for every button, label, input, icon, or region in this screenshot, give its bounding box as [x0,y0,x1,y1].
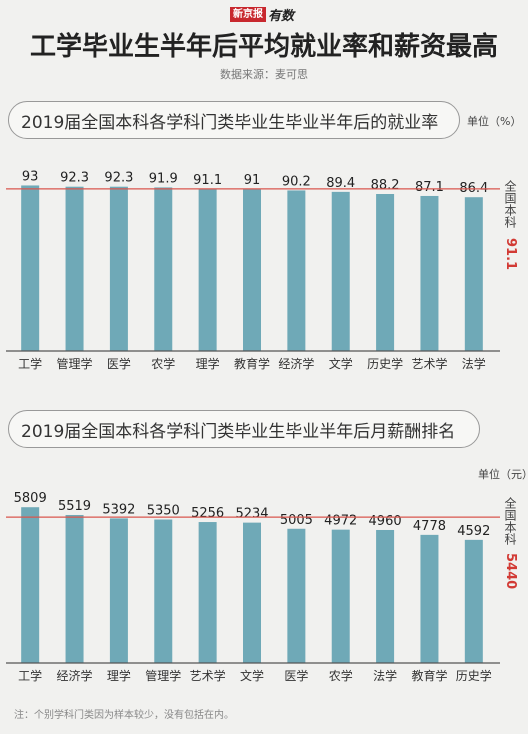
bar-7 [287,190,306,351]
category-label-5: 艺术学 [190,668,226,683]
bar-7 [287,528,306,663]
bar-6 [243,522,261,663]
data-label-5: 91.1 [193,173,222,188]
bar-5 [198,522,217,663]
bar-4 [154,519,173,663]
chart2-title: 2019届全国本科各学科门类毕业生毕业半年后月薪酬排名 [8,410,480,448]
category-label-10: 教育学 [411,668,447,683]
data-label-7: 90.2 [282,174,311,189]
category-label-4: 管理学 [145,668,181,683]
data-label-6: 5234 [235,507,268,522]
bar-10 [420,195,439,351]
category-label-2: 经济学 [57,668,93,683]
data-label-2: 5519 [58,499,91,514]
category-label-11: 法学 [462,356,486,371]
bar-4 [154,187,173,351]
category-label-3: 理学 [107,668,131,683]
data-label-5: 5256 [191,506,224,521]
data-label-7: 5005 [280,513,313,528]
chart2-ref-label: 全国本科 [503,497,517,545]
data-label-8: 4972 [324,514,357,529]
brand-logo: 新京报 有数 [230,6,295,24]
chart2-svg: 5809 工学 5519 经济学 5392 理学 5350 管理学 5256 艺术学 5234 文学 5… [6,491,500,683]
category-label-11: 历史学 [456,668,492,683]
bar-3 [109,518,128,663]
bar-6 [243,189,261,351]
data-label-4: 5350 [147,504,180,519]
data-label-10: 4778 [413,519,446,534]
category-label-9: 历史学 [367,356,403,371]
bar-1 [21,185,40,351]
category-label-8: 文学 [329,356,353,371]
category-label-7: 经济学 [278,356,314,371]
category-label-8: 农学 [329,668,353,683]
category-label-1: 工学 [18,668,42,683]
chart1-ref-label: 全国本科 [503,180,517,228]
category-label-10: 艺术学 [411,356,447,371]
data-label-11: 4592 [457,524,490,539]
chart1-unit: 单位（%） [467,115,522,128]
category-label-9: 法学 [373,668,397,683]
category-label-3: 医学 [107,356,131,371]
bar-8 [331,191,350,351]
category-label-4: 农学 [151,356,175,371]
bar-11 [464,539,483,663]
data-label-4: 91.9 [149,171,178,186]
chart1-ref-value: 91.1 [503,238,518,271]
bar-11 [464,197,483,351]
data-label-3: 92.3 [104,171,133,186]
data-label-9: 88.2 [371,178,400,193]
category-label-6: 文学 [240,668,264,683]
bar-5 [198,188,217,351]
category-label-5: 理学 [196,356,220,371]
chart2-unit: 单位（元） [478,468,528,481]
data-label-1: 5809 [14,491,47,506]
data-label-2: 92.3 [60,171,89,186]
data-label-3: 5392 [102,502,135,517]
data-label-6: 91 [244,173,261,188]
category-label-1: 工学 [18,356,42,371]
category-label-2: 管理学 [57,356,93,371]
logo-script: 有数 [268,8,295,24]
bar-10 [420,534,439,663]
bar-2 [65,186,84,351]
bar-1 [21,507,40,663]
chart2-ref-value: 5440 [503,553,518,590]
category-label-7: 医学 [284,668,308,683]
bar-3 [109,186,128,351]
chart1-svg: 93 工学 92.3 管理学 92.3 医学 91.9 农学 91.1 理学 91 教育学 90.2 经济… [6,169,500,371]
category-label-6: 教育学 [234,356,270,371]
data-label-10: 87.1 [415,180,444,195]
bar-9 [376,194,395,351]
data-label-9: 4960 [369,514,402,529]
data-label-1: 93 [22,169,39,184]
footnote: 注：个别学科门类因为样本较少，没有包括在内。 [14,710,234,721]
logo-box: 新京报 [230,6,266,22]
data-source: 数据来源：麦可思 [220,68,308,81]
bar-2 [65,514,84,663]
data-label-8: 89.4 [326,176,355,191]
page-title: 工学毕业生半年后平均就业率和薪资最高 [29,32,498,62]
bar-8 [331,529,350,663]
chart1-title: 2019届全国本科各学科门类毕业生毕业半年后的就业率 [8,101,460,139]
bar-9 [376,529,395,663]
